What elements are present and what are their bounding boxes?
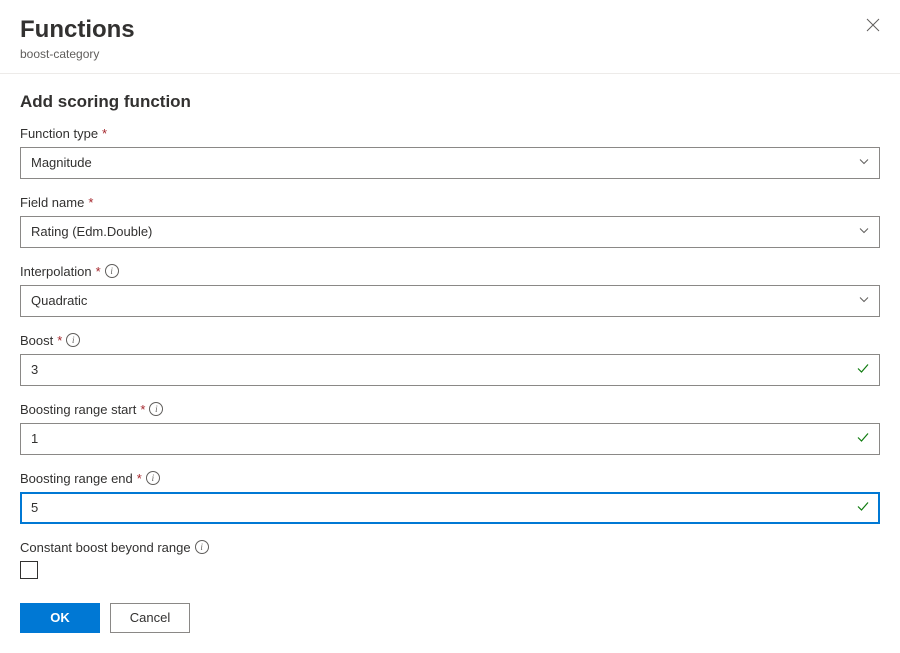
required-mark: *: [57, 333, 62, 348]
field-name-select[interactable]: Rating (Edm.Double): [20, 216, 880, 248]
label-text: Boosting range start: [20, 402, 136, 417]
boost-input-wrapper: [20, 354, 880, 386]
range-end-input-wrapper: [20, 492, 880, 524]
label-text: Function type: [20, 126, 98, 141]
info-icon[interactable]: i: [146, 471, 160, 485]
required-mark: *: [137, 471, 142, 486]
field-boost: Boost * i: [20, 333, 880, 386]
field-label: Field name *: [20, 195, 880, 210]
close-icon: [866, 19, 880, 36]
panel-header: Functions boost-category: [0, 0, 900, 74]
field-label: Boosting range end * i: [20, 471, 880, 486]
required-mark: *: [102, 126, 107, 141]
required-mark: *: [140, 402, 145, 417]
info-icon[interactable]: i: [195, 540, 209, 554]
range-start-input[interactable]: [20, 423, 880, 455]
field-label: Boosting range start * i: [20, 402, 880, 417]
panel-subtitle: boost-category: [20, 47, 880, 61]
section-title: Add scoring function: [20, 92, 880, 112]
field-label: Interpolation * i: [20, 264, 880, 279]
label-text: Boosting range end: [20, 471, 133, 486]
info-icon[interactable]: i: [105, 264, 119, 278]
range-end-input[interactable]: [20, 492, 880, 524]
field-range-end: Boosting range end * i: [20, 471, 880, 524]
select-value: Magnitude: [31, 155, 92, 170]
select-value: Rating (Edm.Double): [31, 224, 152, 239]
select-value: Quadratic: [31, 293, 87, 308]
boost-input[interactable]: [20, 354, 880, 386]
field-function-type: Function type * Magnitude: [20, 126, 880, 179]
panel-title: Functions: [20, 16, 880, 45]
field-interpolation: Interpolation * i Quadratic: [20, 264, 880, 317]
label-text: Constant boost beyond range: [20, 540, 191, 555]
label-text: Field name: [20, 195, 84, 210]
close-button[interactable]: [866, 18, 880, 36]
function-type-select[interactable]: Magnitude: [20, 147, 880, 179]
field-constant-boost: Constant boost beyond range i: [20, 540, 880, 579]
field-range-start: Boosting range start * i: [20, 402, 880, 455]
label-text: Boost: [20, 333, 53, 348]
info-icon[interactable]: i: [66, 333, 80, 347]
constant-boost-checkbox[interactable]: [20, 561, 38, 579]
required-mark: *: [88, 195, 93, 210]
field-label: Function type *: [20, 126, 880, 141]
info-icon[interactable]: i: [149, 402, 163, 416]
range-start-input-wrapper: [20, 423, 880, 455]
label-text: Interpolation: [20, 264, 92, 279]
interpolation-select[interactable]: Quadratic: [20, 285, 880, 317]
field-label: Boost * i: [20, 333, 880, 348]
required-mark: *: [96, 264, 101, 279]
field-label: Constant boost beyond range i: [20, 540, 880, 555]
panel-content: Add scoring function Function type * Mag…: [0, 74, 900, 653]
field-field-name: Field name * Rating (Edm.Double): [20, 195, 880, 248]
